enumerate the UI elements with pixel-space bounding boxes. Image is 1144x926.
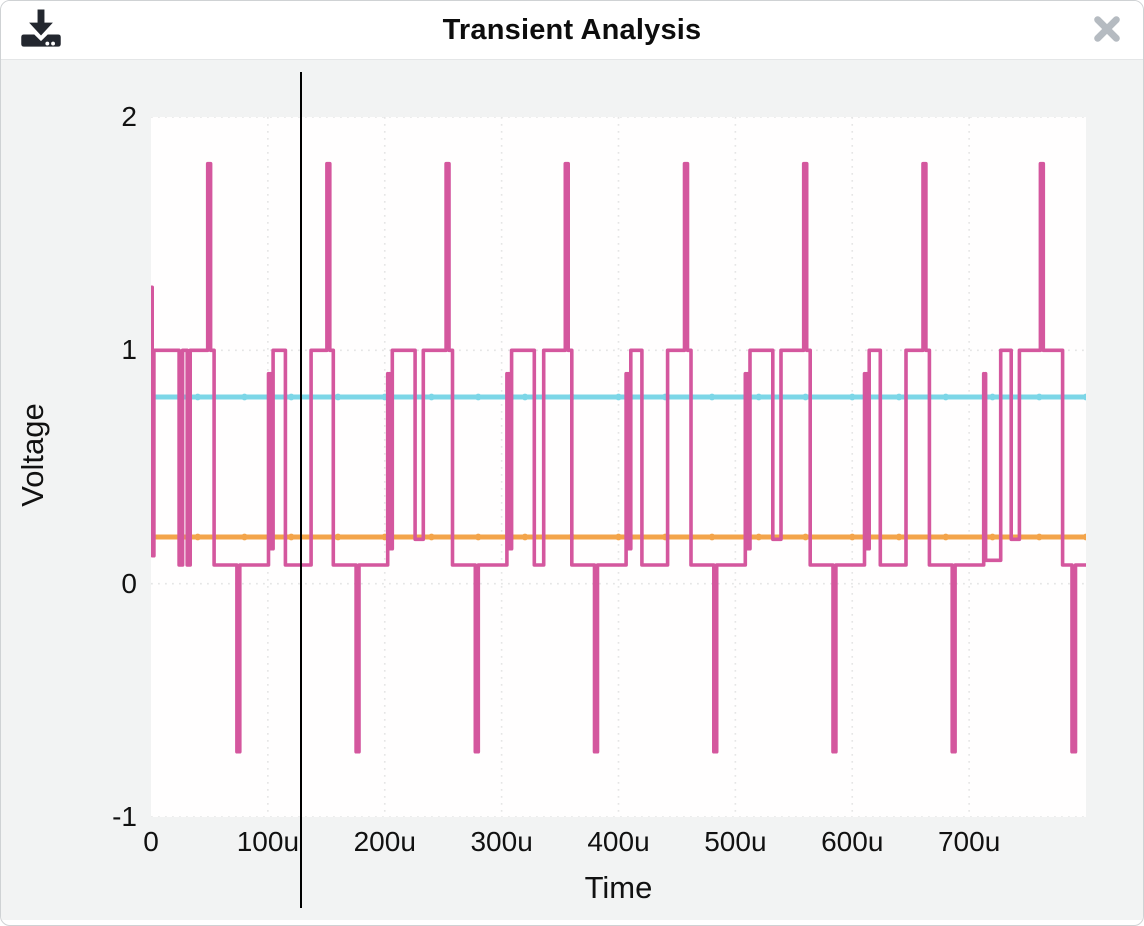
dialog-title: Transient Analysis — [442, 14, 702, 46]
y-tick-label: 0 — [121, 567, 137, 599]
y-tick-label: -1 — [112, 801, 137, 832]
x-tick-label: 600u — [821, 826, 884, 857]
waveform-chart — [151, 117, 1086, 817]
x-tick-label: 200u — [353, 826, 416, 857]
plot-area[interactable] — [151, 117, 1086, 817]
y-tick-label: 1 — [121, 334, 137, 366]
chart-panel: Voltage 2 1 0 -1 0 100u 200u 300u 400u 500u 600u 7… — [1, 60, 1143, 920]
x-tick-label: 100u — [236, 826, 300, 857]
close-button[interactable] — [1089, 13, 1125, 49]
dialog-header: Transient Analysis — [1, 1, 1143, 60]
x-tick-label: 400u — [587, 826, 650, 857]
y-axis-label: Voltage — [15, 403, 50, 507]
download-button[interactable] — [17, 7, 65, 55]
x-tick-label: 500u — [704, 826, 767, 857]
x-tick-label: 300u — [470, 826, 533, 857]
x-tick-label: 0 — [143, 826, 159, 857]
time-cursor-line[interactable] — [299, 72, 302, 908]
x-tick-label: 700u — [937, 826, 1001, 857]
x-axis-label: Time — [584, 870, 653, 905]
close-icon — [1091, 13, 1123, 50]
y-tick-label: 2 — [121, 101, 137, 132]
download-icon — [18, 6, 64, 57]
